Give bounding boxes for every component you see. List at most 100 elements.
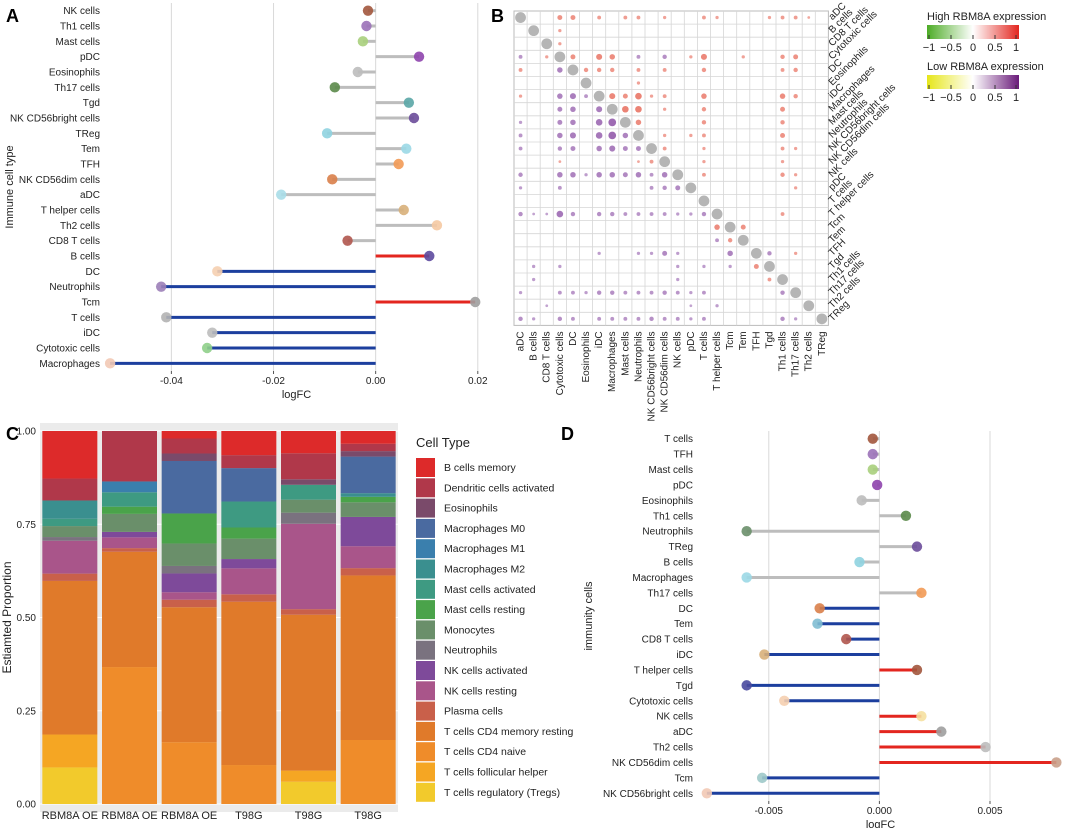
stacked-bar-segment [102,537,157,549]
correlation-dot [636,81,641,85]
stacked-bar-segment [161,573,217,593]
legend-swatch [416,458,435,477]
lollipop-dot [756,772,768,784]
correlation-dot [558,42,562,46]
y-tick-label: Tem [674,619,693,630]
legend-label: Eosinophils [444,503,498,515]
legend-swatch [416,782,435,802]
correlation-dot [780,212,785,216]
correlation-dot [794,173,798,177]
matrix-column-label: iDC [594,331,605,348]
stacked-bar-segment [340,496,396,503]
y-tick-label: T helper cells [41,206,100,217]
y-tick-label: T cells [71,313,100,324]
correlation-dot [584,94,588,99]
correlation-dot [597,15,602,20]
y-tick-label: NK CD56bright cells [603,789,693,800]
legend-label: NK cells resting [444,685,517,697]
correlation-dot [816,313,828,325]
matrix-column-label: Tem [738,331,749,350]
correlation-dot [689,304,693,308]
correlation-dot [675,290,680,295]
lollipop-dot [812,618,823,629]
matrix-column-label: Eosinophils [581,331,592,382]
lollipop-dot [856,495,867,506]
correlation-dot [662,250,668,256]
correlation-dot [740,224,746,230]
matrix-column-label: pDC [686,331,697,351]
correlation-dot [794,251,798,256]
correlation-dot [609,54,615,60]
legend-swatch [416,620,435,640]
lollipop-dot [342,235,353,246]
y-tick-label: Tcm [675,773,693,784]
legend-tick-label: −1 [923,42,936,54]
correlation-dot [636,251,641,256]
stacked-bar-segment [42,734,98,768]
stacked-bar-segment [161,453,217,461]
stacked-bar-segment [340,575,396,741]
stacked-bar-segment [281,479,336,485]
lollipop-dot [398,204,409,216]
y-tick-label: TFH [81,160,100,171]
stacked-bar-segment [102,548,157,552]
correlation-dot [764,261,775,272]
y-tick-label: 1.00 [17,427,37,438]
matrix-column-label: aDC [516,331,527,351]
correlation-dot [676,277,680,282]
y-tick-label: T cells [664,434,693,445]
stacked-bar-segment [102,551,157,668]
correlation-dot [518,172,523,177]
lollipop-dot [104,358,116,369]
correlation-dot [685,182,697,194]
correlation-dot [518,316,523,322]
lollipop-dot [201,342,213,354]
correlation-dot [609,145,616,152]
y-tick-label: Cytotoxic cells [36,344,100,355]
panel-d-lollipop-chart: -0.005 0.000 0.005 T cells TFH Mast cells pDC E… [583,431,1062,828]
stacked-bar-segment [221,468,277,502]
stacked-bar-segment [102,506,157,514]
lollipop-dot [408,112,420,124]
correlation-dot [689,317,693,321]
stacked-bar-segment [281,499,336,513]
correlation-dot [637,160,640,164]
correlation-dot [635,105,642,113]
legend-label: Monocytes [444,624,495,636]
legend-swatch [416,600,435,620]
stacked-bar-segment [42,540,98,574]
correlation-dot [636,54,641,59]
correlation-dot [649,172,654,177]
stacked-bar-segment [340,568,396,576]
stacked-bar-segment [161,592,217,600]
matrix-column-label: NK cells [673,331,684,368]
correlation-dot [662,212,667,216]
stacked-bar-segment [281,512,336,524]
stacked-bar-segment [42,526,98,538]
x-axis-title: logFC [282,389,311,401]
matrix-column-label: Th1 cells [778,331,789,371]
correlation-dot [570,211,576,217]
correlation-dot [569,93,576,100]
y-tick-label: Th1 cells [60,22,100,33]
correlation-dot [780,316,785,322]
legend-label: Neutrophils [444,645,497,657]
correlation-dot [662,316,667,321]
correlation-dot [541,38,553,50]
correlation-dot [649,251,654,256]
correlation-dot [702,133,706,138]
correlation-dot [518,68,523,72]
correlation-dot [532,264,536,269]
correlation-dot [662,185,667,191]
legend-gradient-bar [927,75,1019,89]
stacked-bar-segment [42,431,98,479]
lollipop-dot [871,479,883,491]
correlation-dot [570,172,576,178]
stacked-bar-segment [161,460,217,514]
y-tick-label: aDC [80,190,100,201]
lollipop-dot [424,250,435,262]
x-tick-label: 0.02 [468,376,488,387]
correlation-dot [593,90,605,102]
y-tick-label: Macrophages [39,359,100,370]
stacked-bar-segment [42,500,98,519]
